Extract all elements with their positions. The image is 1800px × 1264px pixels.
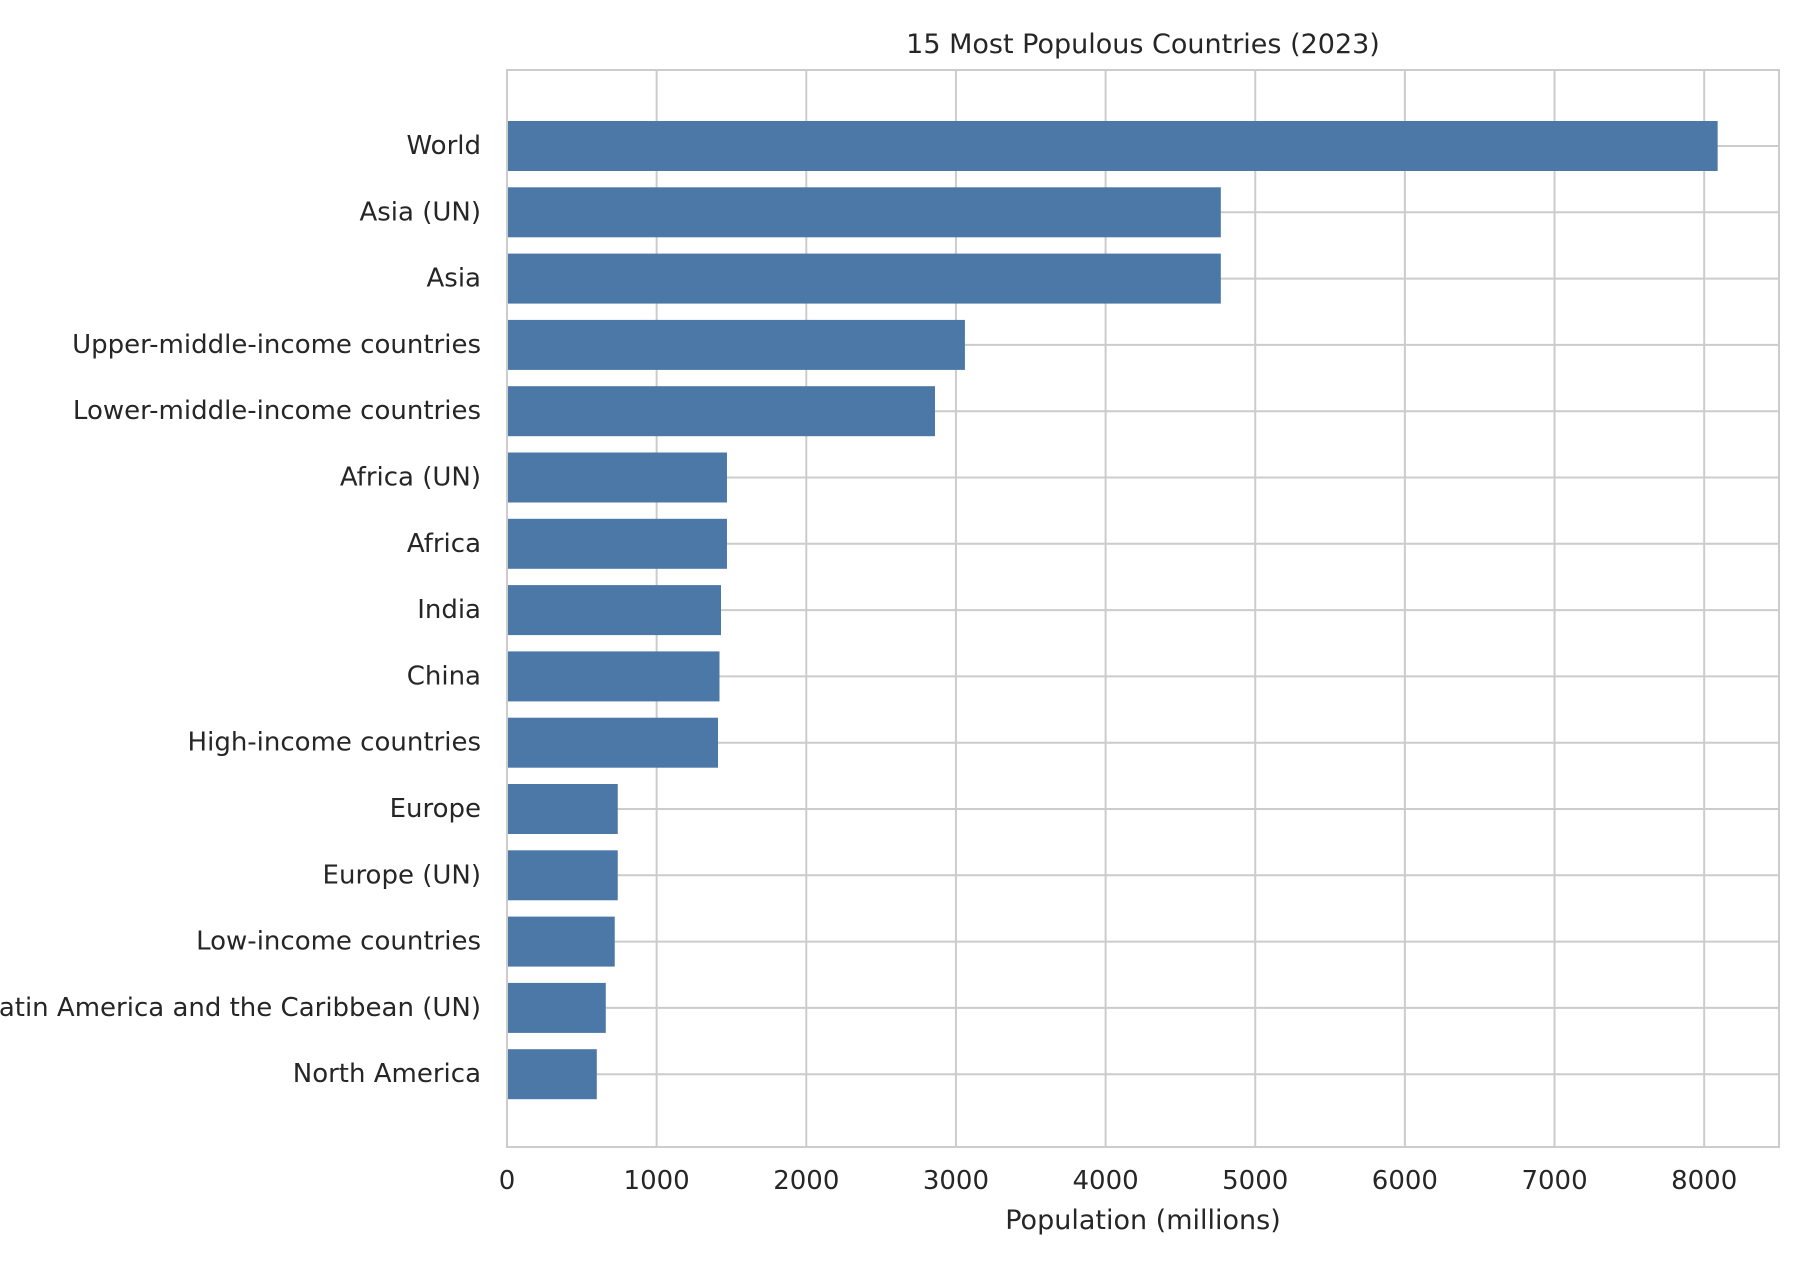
y-tick-label: India [417, 595, 481, 625]
x-tick-label: 5000 [1222, 1166, 1288, 1196]
bar [507, 121, 1718, 171]
x-tick-label: 6000 [1372, 1166, 1438, 1196]
x-axis-label: Population (millions) [1005, 1205, 1281, 1236]
bar [507, 1049, 597, 1100]
bar [507, 187, 1221, 238]
y-tick-label: North America [293, 1059, 481, 1089]
bars [507, 121, 1718, 1100]
x-tick-labels: 0 1000 2000 3000 4000 5000 6000 7000 8000 [499, 1166, 1738, 1196]
y-tick-label: Europe [390, 794, 481, 824]
x-tick-label: 4000 [1073, 1166, 1139, 1196]
bar [507, 452, 727, 503]
x-tick-label: 0 [499, 1166, 516, 1196]
plot-frame [506, 69, 1780, 1148]
bar [507, 784, 618, 834]
bar [507, 850, 618, 901]
x-tick-label: 7000 [1521, 1166, 1587, 1196]
y-tick-label: Africa [407, 529, 481, 559]
bar [507, 518, 727, 569]
bar [507, 386, 935, 437]
bar [507, 916, 615, 967]
bar [507, 319, 965, 370]
bar [507, 651, 720, 702]
y-tick-label: Asia (UN) [359, 197, 481, 227]
y-tick-label: High-income countries [188, 728, 481, 758]
x-tick-label: 1000 [624, 1166, 690, 1196]
bar [507, 717, 719, 768]
x-tick-label: 2000 [773, 1166, 839, 1196]
y-tick-label: Low-income countries [196, 927, 481, 957]
y-tick-label: World [406, 131, 481, 161]
bar [507, 585, 721, 636]
chart-title: 15 Most Populous Countries (2023) [906, 29, 1380, 60]
x-tick-label: 3000 [923, 1166, 989, 1196]
y-tick-label: Africa (UN) [340, 463, 481, 493]
bar [507, 982, 606, 1033]
bar [507, 253, 1221, 304]
x-tick-label: 8000 [1671, 1166, 1737, 1196]
y-tick-label: Europe (UN) [323, 860, 481, 890]
y-tick-label: Latin America and the Caribbean (UN) [0, 993, 481, 1023]
y-tick-label: Upper-middle-income countries [72, 330, 481, 360]
y-tick-label: Asia [427, 264, 482, 294]
y-tick-label: Lower-middle-income countries [73, 396, 481, 426]
y-tick-label: China [407, 661, 481, 691]
y-tick-labels: World Asia (UN) Asia Upper-middle-income co… [0, 131, 481, 1089]
